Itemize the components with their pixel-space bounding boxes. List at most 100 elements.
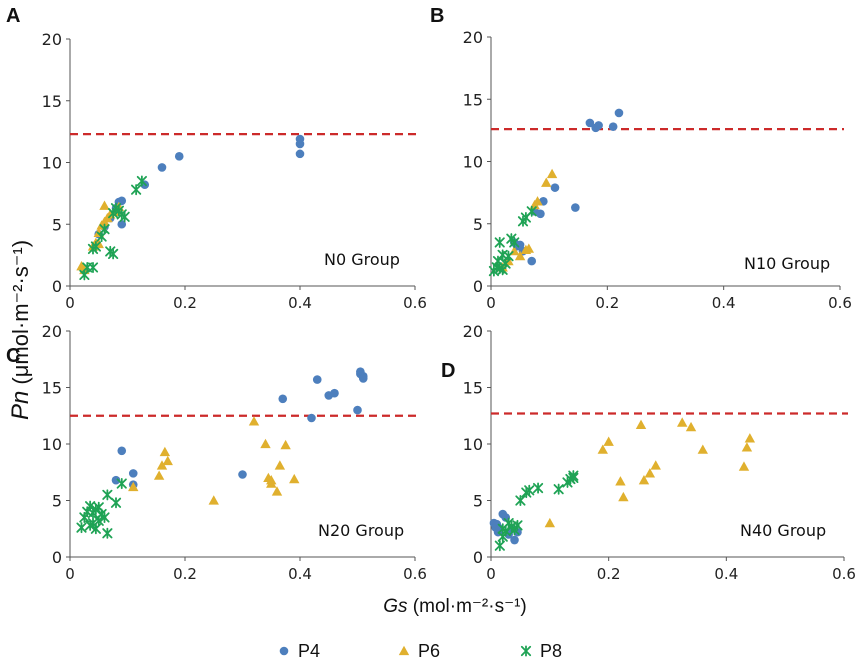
panel-a-p8-point [136,175,147,187]
panel-c-p8-point [102,489,113,501]
panel-d-p8-point [553,483,564,495]
legend-p8-symbol [520,645,532,657]
panel-d-axes: 0 5 10 15 20 0 0.2 0.4 0.6 [463,322,856,583]
panel-b-p8-point [503,250,514,262]
panel-c-p6-point [248,416,260,426]
panel-b-y-tick-label: 10 [463,153,483,172]
panel-c-p4-point [238,470,247,479]
panel-d-p8-point [524,484,535,496]
panel-d-p6-point [677,417,688,427]
panel-c-p8-point [99,511,110,523]
panel-c-p6-point [266,478,277,488]
panel-b-y-tick-label: 0 [473,277,483,296]
panel-d-y-tick-label: 15 [463,379,483,398]
panel-c-y-tick-label: 10 [42,435,62,454]
panel-a-p4-point [117,196,127,206]
panel-b-x-tick-label: 0.2 [595,294,619,312]
panel-a-p8-point [90,240,101,253]
panel-a-y-tick-label: 10 [42,154,62,173]
panel-c-p6-point [260,438,271,449]
x-axis-label-main: Gs [383,596,408,617]
panel-c-x-tick-label: 0.2 [173,565,197,583]
panel-d-y-tick-label: 20 [463,322,483,341]
panel-a-p8-point [119,211,130,223]
x-axis-label: Gs (mol·m⁻²·s⁻¹) [383,596,527,617]
panel-d-p6-point [603,436,614,446]
panel-b-p4-point [608,122,618,131]
panel-d-p8-point [515,494,526,507]
y-axis-label: Pn (μmol·m⁻²·s⁻¹) [7,240,34,420]
panel-c-axes: 0 5 10 15 20 0 0.2 0.4 0.6 [42,322,427,583]
panel-a: A N0 Group 0 5 10 15 20 0 0.2 0.4 0.6 [6,5,427,312]
panel-a-p4-point [117,219,127,229]
panel-c-y-tick-label: 5 [52,492,62,511]
panel-d-p8-point [568,470,579,482]
panel-a-x-tick-label: 0.6 [403,294,427,312]
panel-d-y-tick-label: 5 [473,492,483,511]
panel-c-label: C [6,345,20,367]
panel-a-p4-point [295,149,305,159]
panel-b-p8-point [494,236,505,248]
panel-c-p4-point [330,388,339,398]
panel-b-y-tick-label: 5 [473,215,483,234]
panel-d-label: D [441,360,455,382]
panel-a-p4-point [157,163,167,172]
panel-b-p4-point [594,121,603,130]
panel-c-y-tick-label: 0 [52,548,62,567]
panel-c: C N20 Group 0 5 10 15 20 0 0.2 0.4 0.6 [6,322,427,583]
panel-a-x-tick-label: 0.4 [288,294,312,312]
panel-b-p6-point [541,177,552,187]
panel-c-p6-point [280,439,291,450]
panel-b-label: B [430,5,444,27]
panel-d-p8-point [532,482,544,494]
panel-a-points [76,134,305,281]
panel-b-p4-point [536,209,545,219]
panel-d-p6-point [618,491,629,502]
panel-d-p6-point [650,460,661,470]
panel-b-p4-point [527,256,537,266]
panel-c-points [76,367,368,539]
panel-c-p4-point [312,375,322,384]
panel-c-p6-point [159,446,171,457]
panel-c-y-tick-label: 20 [42,322,62,341]
panel-a-x-tick-label: 0 [65,294,75,312]
panel-c-p4-point [278,394,288,404]
panel-d-p6-point [644,468,656,478]
y-axis-label-main: Pn [7,391,34,420]
panel-b: B N10 Group 0 5 10 15 20 0 0.2 0.4 0.6 [430,5,852,312]
legend-p4-marker [279,646,289,656]
panel-c-p6-point [128,481,139,492]
legend-p8-label: P8 [540,641,562,661]
panel-a-label: A [6,5,20,27]
panel-a-axes: 0 5 10 15 20 0 0.2 0.4 0.6 [42,30,427,312]
panel-c-x-tick-label: 0.6 [403,565,427,583]
panel-d-y-tick-label: 0 [473,548,483,567]
legend-item-p6: P6 [398,641,440,661]
panel-d-x-tick-label: 0 [486,565,496,583]
panel-d-p6-point [741,442,753,452]
panel-d-p4-point [510,535,519,545]
panel-c-p8-point [110,497,122,509]
panel-c-group-label: N20 Group [318,521,404,540]
legend-p6-marker [398,645,410,656]
panel-b-p8-point [509,236,520,248]
panel-c-x-tick-label: 0 [65,565,75,583]
legend-p6-symbol [398,645,410,656]
panel-d-p8-point [512,519,523,531]
panel-b-x-tick-label: 0.6 [828,294,852,312]
panel-c-p6-point [274,460,286,470]
panel-a-p8-point [131,184,142,196]
panel-b-p4-point [571,203,580,212]
legend-p4-label: P4 [298,641,320,661]
legend-p4-symbol [279,646,289,656]
panel-c-p4-point [117,446,127,456]
legend-item-p4: P4 [279,641,320,661]
panel-d-p6-point [685,421,697,432]
panel-d-p6-point [615,476,626,486]
panel-b-group-label: N10 Group [744,254,830,273]
panel-c-p4-point [111,475,121,485]
panel-d-p6-point [638,474,650,485]
panel-b-p4-point [550,183,560,192]
panel-b-y-tick-label: 15 [463,90,483,109]
panel-b-p4-point [614,108,624,118]
